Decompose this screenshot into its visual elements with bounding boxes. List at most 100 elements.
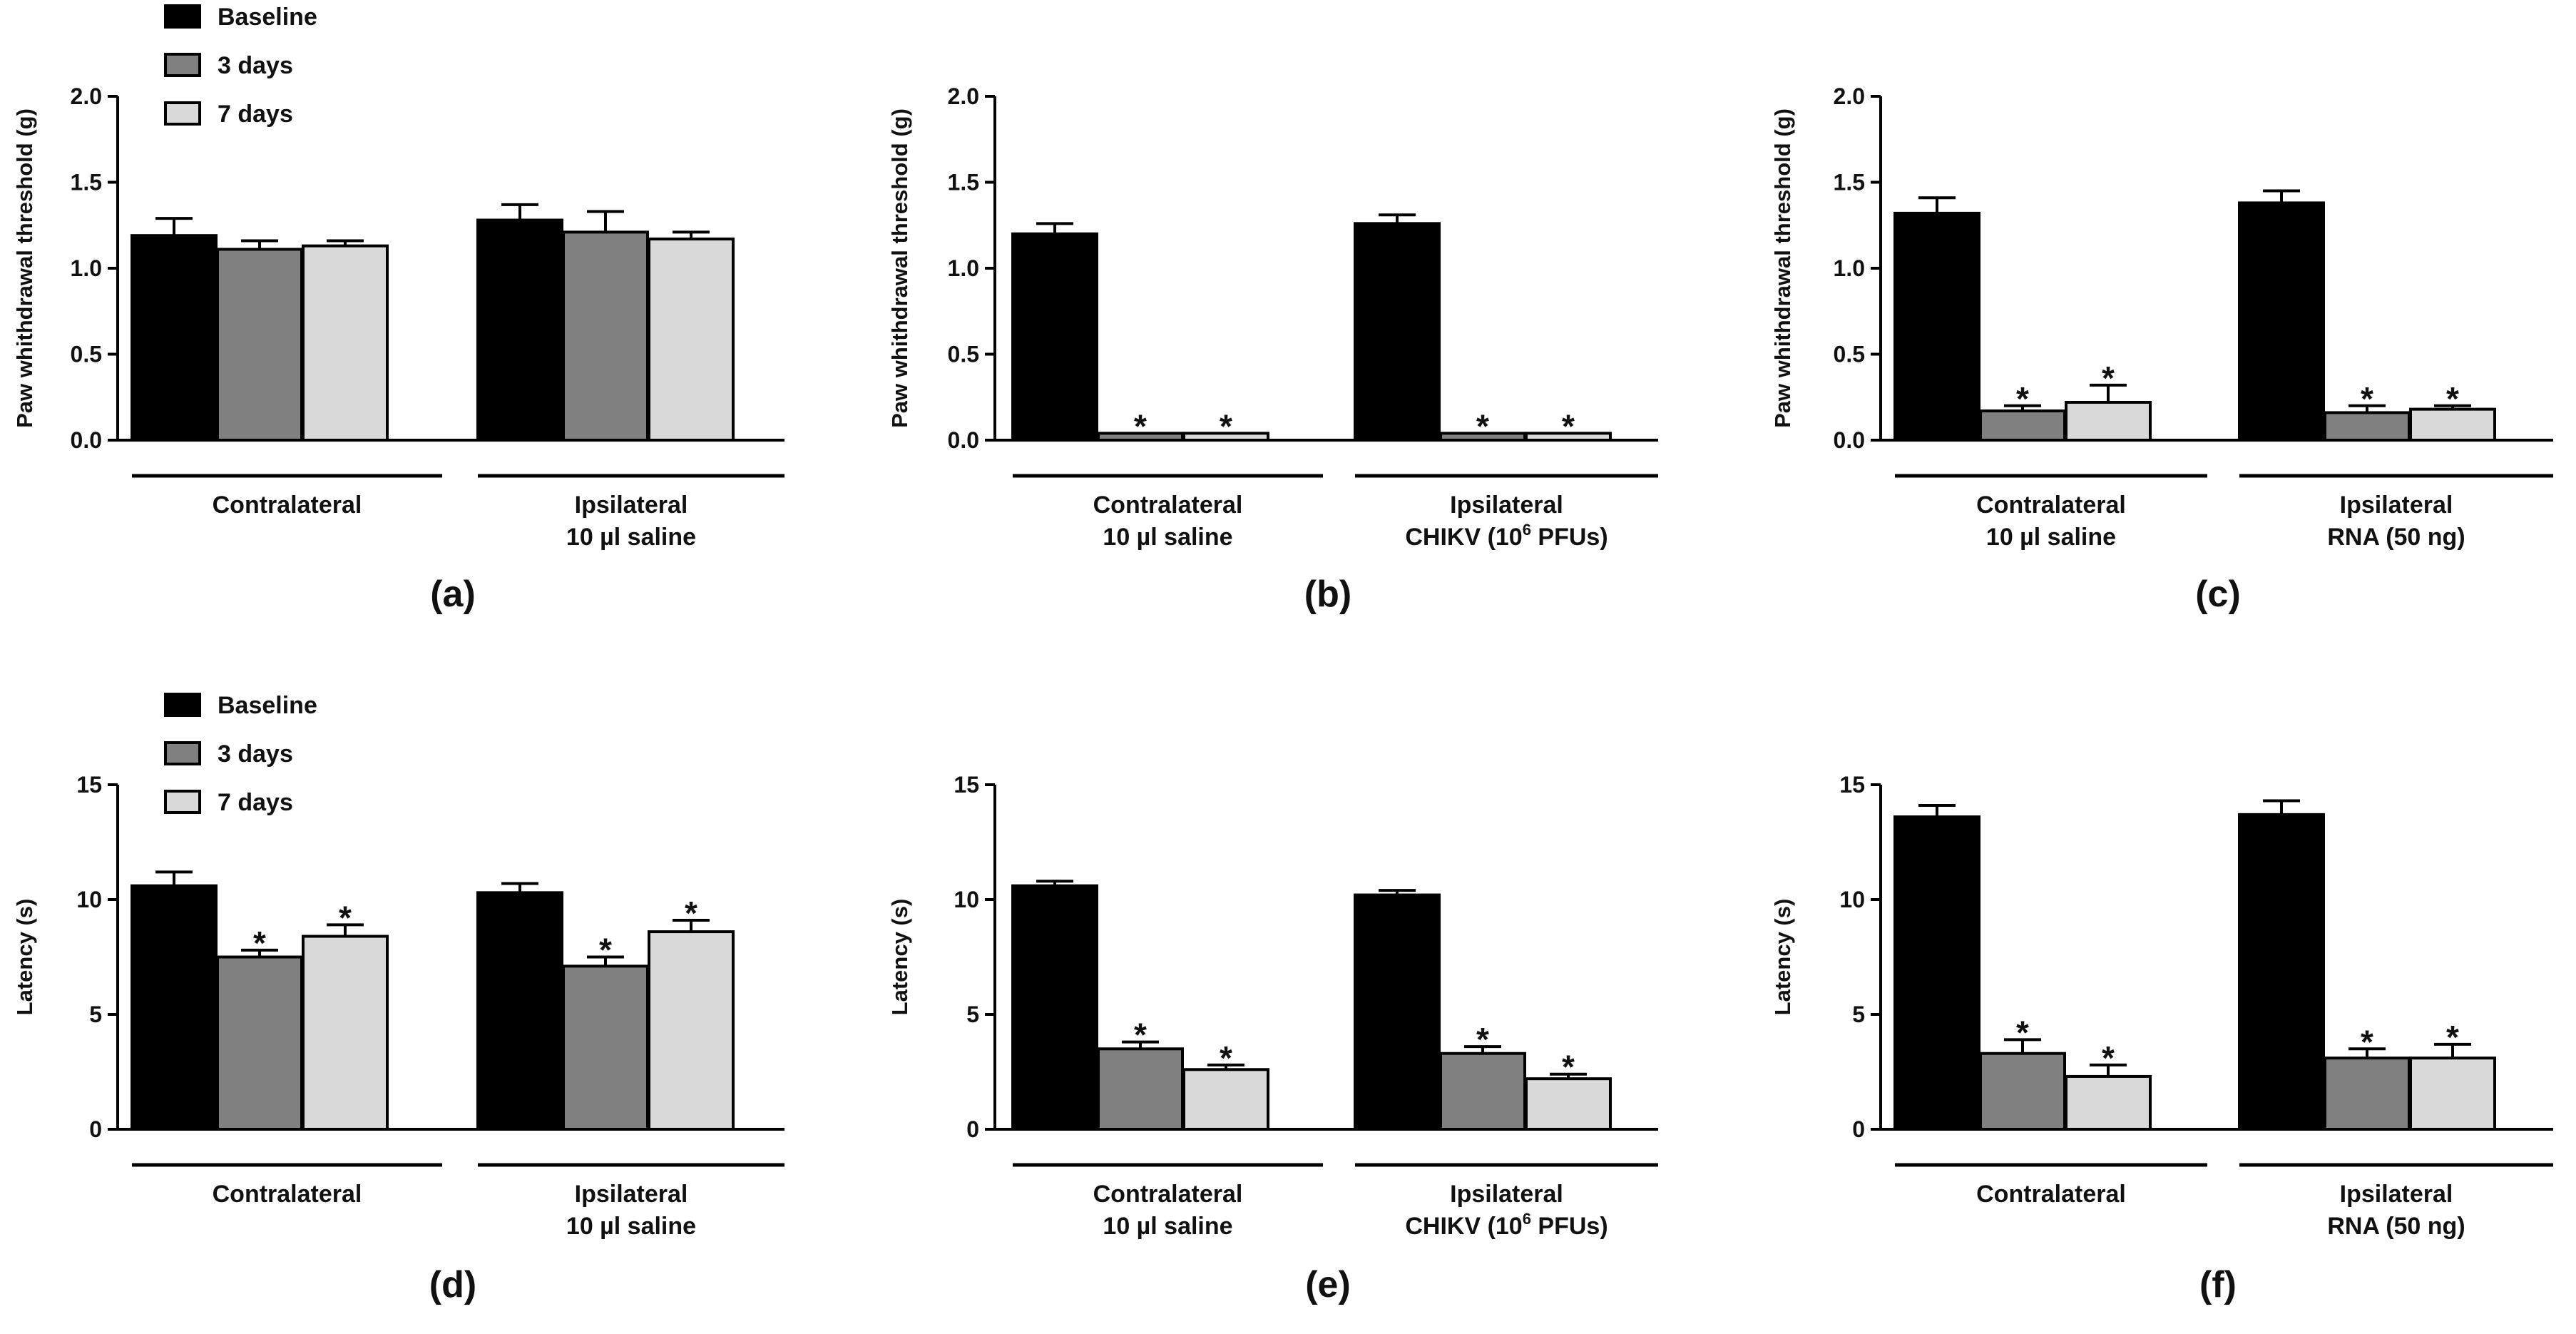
y-axis-label: Latency (s) — [12, 899, 37, 1016]
bar — [1525, 432, 1612, 442]
bar — [1439, 1052, 1526, 1131]
y-tick-label: 15 — [76, 772, 102, 798]
y-tick-label: 1.0 — [948, 255, 979, 281]
group-sublabel: RNA (50 ng) — [2327, 1213, 2465, 1240]
group-sublabel-text: 10 µl saline — [566, 1213, 696, 1240]
y-axis-label: Paw whithdrawal threshold (g) — [1770, 108, 1795, 428]
group-sublabel: 10 µl saline — [566, 1213, 696, 1240]
chart-panel-c: 0.0 0.5 1.0 1.5 2.0 Paw whithdrawal threshold… — [1770, 83, 2553, 615]
group-sublabel-text: RNA (50 ng) — [2327, 524, 2465, 551]
bar — [562, 230, 649, 442]
legend-label: Baseline — [218, 4, 317, 31]
significance-asterisk: * — [2016, 1014, 2029, 1051]
group-sublabel: 10 µl saline — [566, 524, 696, 551]
group-label: Ipsilateral — [1450, 1181, 1563, 1208]
bar — [302, 244, 389, 442]
significance-asterisk: * — [1134, 1017, 1147, 1054]
significance-asterisk: * — [1220, 407, 1232, 444]
group-label: Ipsilateral — [575, 1181, 688, 1208]
chart-panel-b: 0.0 0.5 1.0 1.5 2.0 Paw whithdrawal threshold… — [887, 83, 1658, 615]
y-tick-label: 1.5 — [71, 170, 102, 195]
bar — [648, 930, 735, 1131]
group-label: Contralateral — [1976, 492, 2126, 519]
bar — [648, 238, 735, 442]
bar — [131, 884, 218, 1131]
significance-asterisk: * — [339, 899, 352, 936]
group-sublabel: 10 µl saline — [1986, 524, 2116, 551]
bar — [2238, 201, 2325, 442]
legend-swatch — [164, 790, 201, 814]
legend-swatch — [164, 741, 201, 765]
y-tick-label: 10 — [1839, 887, 1865, 912]
group-label: Contralateral — [1093, 492, 1243, 519]
group-sublabel: CHIKV (106 PFUs) — [1405, 1210, 1608, 1240]
legend-label: 7 days — [218, 789, 293, 816]
group-sublabel-suffix: PFUs) — [1531, 524, 1608, 551]
significance-asterisk: * — [685, 895, 697, 932]
group-sublabel-suffix: PFUs) — [1531, 1213, 1608, 1240]
significance-asterisk: * — [253, 925, 266, 962]
group-sublabel: CHIKV (106 PFUs) — [1405, 521, 1608, 551]
bar — [476, 891, 563, 1131]
group-label: Contralateral — [1093, 1181, 1243, 1208]
bar — [2324, 1056, 2411, 1131]
y-tick-label: 0.5 — [71, 342, 102, 367]
y-axis-label: Paw whithdrawal threshold (g) — [887, 108, 912, 428]
panel-label: (e) — [1305, 1264, 1351, 1305]
bar — [1011, 232, 1098, 442]
significance-asterisk: * — [1562, 1049, 1575, 1086]
chart-panel-e: 0 5 10 15 Latency (s) * * Contralateral 10 µl sa… — [887, 772, 1658, 1305]
y-tick-label: 15 — [954, 772, 979, 798]
y-tick-label: 0 — [89, 1116, 102, 1142]
legend-label: 7 days — [218, 101, 293, 128]
significance-asterisk: * — [599, 932, 612, 969]
bar — [302, 935, 389, 1131]
panel-label: (a) — [430, 574, 476, 615]
significance-asterisk: * — [2446, 380, 2459, 417]
y-tick-label: 1.5 — [948, 170, 979, 195]
significance-asterisk: * — [1220, 1039, 1232, 1076]
bar — [216, 248, 303, 442]
group-sublabel: RNA (50 ng) — [2327, 524, 2465, 551]
group-label: Contralateral — [1976, 1181, 2126, 1208]
bar — [1182, 432, 1269, 442]
y-tick-label: 2.0 — [948, 83, 979, 109]
y-tick-label: 10 — [954, 887, 979, 912]
y-tick-label: 5 — [89, 1002, 102, 1027]
legend-swatch — [164, 693, 201, 717]
significance-asterisk: * — [2102, 360, 2115, 397]
legend-swatch — [164, 101, 201, 126]
group-sublabel-text: RNA (50 ng) — [2327, 1213, 2465, 1240]
bar — [2238, 813, 2325, 1131]
panel-label: (b) — [1304, 574, 1351, 615]
group-sublabel: 10 µl saline — [1103, 1213, 1232, 1240]
y-tick-label: 0.5 — [1834, 342, 1865, 367]
group-label: Ipsilateral — [575, 492, 688, 519]
group-label: Ipsilateral — [1450, 492, 1563, 519]
panel-label: (f) — [2199, 1264, 2237, 1305]
y-tick-label: 2.0 — [71, 83, 102, 109]
bar — [476, 218, 563, 442]
y-tick-label: 0 — [966, 1116, 979, 1142]
group-sublabel-text: 10 µl saline — [1986, 524, 2116, 551]
y-tick-label: 0 — [1852, 1116, 1865, 1142]
bar — [2409, 1056, 2496, 1131]
group-sublabel-text: 10 µl saline — [1103, 1213, 1232, 1240]
bar — [562, 964, 649, 1131]
significance-asterisk: * — [1562, 407, 1575, 444]
group-sublabel-superscript: 6 — [1523, 521, 1531, 539]
y-tick-label: 5 — [1852, 1002, 1865, 1027]
chart-panel-d: 0 5 10 15 Latency (s) * * Contralateral * * Ipsila… — [12, 692, 784, 1305]
legend-label: Baseline — [218, 692, 317, 719]
y-axis-label: Paw whithdrawal threshold (g) — [12, 108, 37, 428]
bar — [1182, 1068, 1269, 1131]
significance-asterisk: * — [1134, 407, 1147, 444]
y-tick-label: 2.0 — [1834, 83, 1865, 109]
panel-label: (c) — [2195, 574, 2241, 615]
chart-panel-a: 0.0 0.5 1.0 1.5 2.0 Paw whithdrawal threshold… — [12, 4, 784, 615]
group-label: Contralateral — [213, 1181, 362, 1208]
bar — [1354, 893, 1441, 1131]
bar — [216, 955, 303, 1131]
group-label: Ipsilateral — [2340, 492, 2453, 519]
